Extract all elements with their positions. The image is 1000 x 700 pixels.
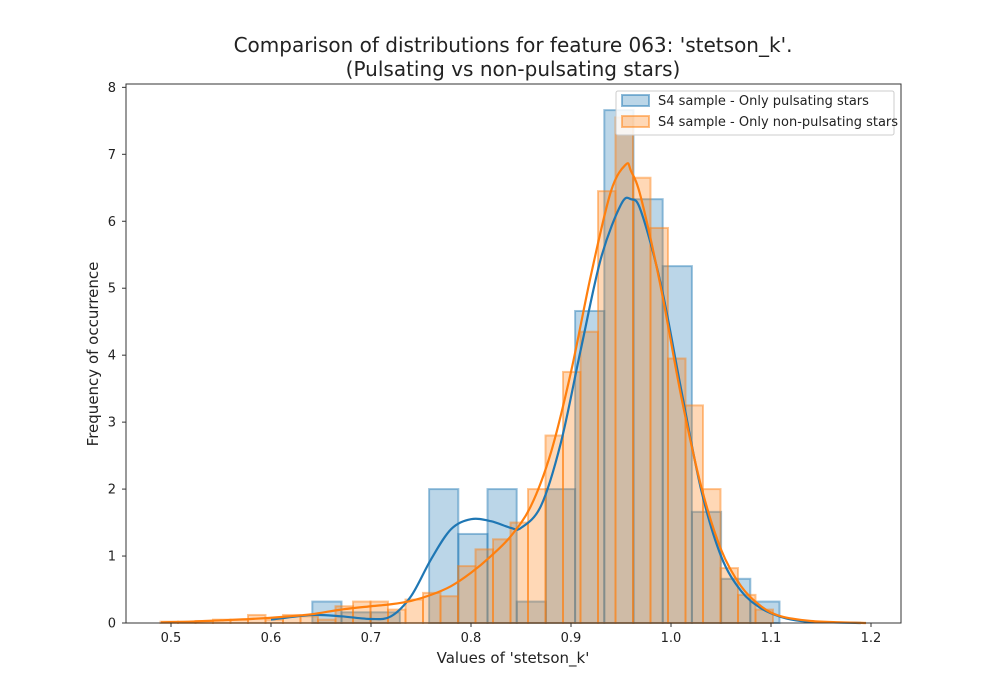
legend-swatch-pulsating [621, 94, 650, 107]
y-tick-label: 7 [108, 148, 116, 163]
y-axis-ticks: 0 1 2 3 4 5 6 7 8 [108, 81, 126, 632]
histogram-bar [684, 404, 704, 624]
y-tick-label: 4 [108, 349, 116, 364]
x-tick-label: 0.7 [361, 631, 382, 646]
legend-frame [615, 90, 895, 136]
histogram-bar [579, 330, 599, 624]
x-tick-label: 0.9 [561, 631, 582, 646]
x-tick-label: 0.6 [261, 631, 282, 646]
kde-line-pulsating [270, 196, 862, 625]
histogram-bar [632, 176, 652, 624]
x-tick-label: 0.5 [161, 631, 182, 646]
x-tick-label: 0.8 [461, 631, 482, 646]
y-tick-label: 0 [108, 617, 116, 632]
histogram-bar [457, 532, 489, 624]
chart-title-line-1: Comparison of distributions for feature … [234, 33, 793, 57]
axes-frame [125, 83, 902, 624]
histogram-bar [439, 595, 459, 625]
histogram-bar [299, 615, 319, 624]
histogram-bar [509, 521, 529, 625]
x-tick-label: 1.0 [661, 631, 682, 646]
x-axis-ticks: 0.5 0.6 0.7 0.8 0.9 1.0 1.1 1.2 [161, 623, 882, 646]
chart-title-line-2: (Pulsating vs non-pulsating stars) [346, 57, 681, 81]
x-tick-label: 1.2 [861, 631, 882, 646]
histogram-bar [404, 598, 424, 625]
y-tick-label: 2 [108, 483, 116, 498]
y-axis-label: Frequency of occurrence [84, 262, 102, 447]
histogram-bar [614, 116, 634, 624]
y-tick-label: 1 [108, 550, 116, 565]
legend-swatch-non-pulsating [621, 115, 650, 128]
histogram-bar [649, 226, 669, 625]
legend: S4 sample - Only pulsating stars S4 samp… [615, 90, 898, 136]
histogram-bar [317, 618, 337, 624]
histogram-bar [486, 488, 518, 624]
kde-line-non-pulsating [160, 162, 867, 625]
y-tick-label: 8 [108, 81, 116, 96]
x-axis-label: Values of 'stetson_k' [437, 649, 590, 668]
y-tick-label: 5 [108, 282, 116, 297]
histogram-bar [527, 488, 547, 624]
histogram-bar [562, 370, 582, 625]
legend-label-non-pulsating: S4 sample - Only non-pulsating stars [658, 115, 898, 130]
x-tick-label: 1.1 [761, 631, 782, 646]
kde-lines [160, 162, 867, 625]
histogram-bar [474, 548, 494, 625]
histogram-bar [690, 510, 723, 624]
y-tick-label: 3 [108, 416, 116, 431]
legend-label-pulsating: S4 sample - Only pulsating stars [658, 94, 869, 109]
y-tick-label: 6 [108, 215, 116, 230]
